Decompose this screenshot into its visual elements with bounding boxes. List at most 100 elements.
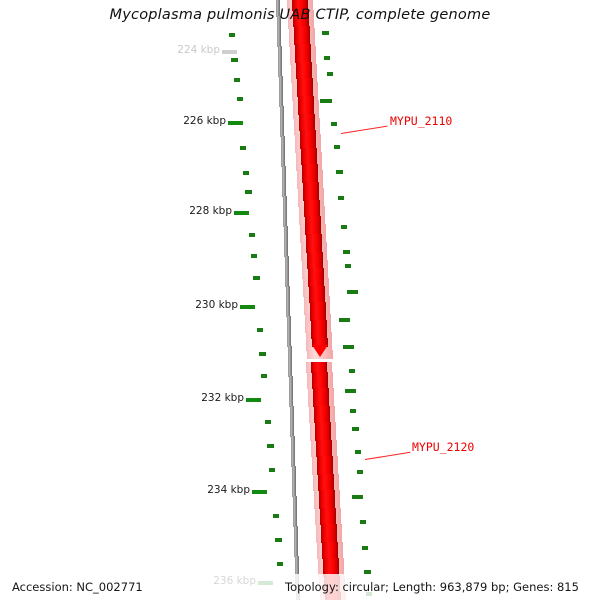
coding-segment-mypu_2120[interactable] [321,540,338,543]
coding-segment-mypu_2110[interactable] [303,200,320,203]
coding-segment-mypu_2120[interactable] [323,572,340,575]
coding-segment-mypu_2110[interactable] [309,300,326,303]
coding-segment-mypu_2120[interactable] [311,366,328,369]
coding-segment-mypu_2110[interactable] [303,206,320,209]
coding-segment-mypu_2110[interactable] [298,104,315,107]
coding-segment-mypu_2120[interactable] [316,452,333,455]
coding-segment-mypu_2110[interactable] [299,136,316,139]
coding-segment-mypu_2120[interactable] [322,552,339,555]
coding-segment-mypu_2120[interactable] [317,466,334,469]
coding-segment-mypu_2120[interactable] [312,392,329,395]
coding-segment-mypu_2110[interactable] [303,192,320,195]
coding-segment-mypu_2120[interactable] [314,428,331,431]
coding-segment-mypu_2110[interactable] [302,188,319,191]
coding-segment-mypu_2110[interactable] [300,154,317,157]
coding-segment-mypu_2120[interactable] [311,376,328,379]
coding-segment-mypu_2110[interactable] [298,106,315,109]
feature-tick[interactable] [267,444,274,448]
coding-segment-mypu_2110[interactable] [294,48,311,51]
coding-segment-mypu_2110[interactable] [295,62,312,65]
coding-segment-mypu_2120[interactable] [315,446,332,449]
coding-segment-mypu_2110[interactable] [299,126,316,129]
coding-segment-mypu_2120[interactable] [321,544,338,547]
coding-segment-mypu_2120[interactable] [319,510,336,513]
coding-segment-mypu_2110[interactable] [307,266,324,269]
feature-tick[interactable] [347,290,358,294]
coding-segment-mypu_2110[interactable] [293,28,310,31]
feature-tick[interactable] [357,470,363,474]
coding-segment-mypu_2120[interactable] [322,550,339,553]
coding-segment-mypu_2110[interactable] [301,170,318,173]
coding-segment-mypu_2120[interactable] [321,548,338,551]
coding-segment-mypu_2110[interactable] [299,128,316,131]
coding-segment-mypu_2110[interactable] [306,244,323,247]
coding-segment-mypu_2120[interactable] [313,406,330,409]
coding-segment-mypu_2120[interactable] [316,462,333,465]
coding-segment-mypu_2110[interactable] [296,84,313,87]
coding-segment-mypu_2120[interactable] [321,538,338,541]
coding-segment-mypu_2110[interactable] [296,82,313,85]
coding-segment-mypu_2120[interactable] [321,534,338,537]
coding-segment-mypu_2120[interactable] [318,496,335,499]
coding-segment-mypu_2110[interactable] [308,278,325,281]
coding-segment-mypu_2110[interactable] [302,176,319,179]
coding-segment-mypu_2110[interactable] [308,280,325,283]
coding-segment-mypu_2120[interactable] [320,524,337,527]
coding-segment-mypu_2110[interactable] [296,72,313,75]
coding-segment-mypu_2110[interactable] [296,80,313,83]
coding-segment-mypu_2120[interactable] [315,436,332,439]
feature-tick[interactable] [343,250,350,254]
coding-segment-mypu_2110[interactable] [310,320,327,323]
coding-segment-mypu_2110[interactable] [305,228,322,231]
coding-segment-mypu_2110[interactable] [306,254,323,257]
feature-tick[interactable] [349,369,355,373]
coding-segment-mypu_2120[interactable] [315,442,332,445]
coding-segment-mypu_2120[interactable] [311,370,328,373]
coding-segment-mypu_2110[interactable] [311,340,328,343]
feature-tick[interactable] [352,427,359,431]
coding-segment-mypu_2120[interactable] [318,482,335,485]
feature-tick[interactable] [345,264,351,268]
coding-segment-mypu_2110[interactable] [309,296,326,299]
feature-tick[interactable] [362,546,368,550]
coding-segment-mypu_2120[interactable] [319,498,335,501]
coding-segment-mypu_2120[interactable] [317,472,334,475]
coding-segment-mypu_2110[interactable] [300,146,317,149]
coding-segment-mypu_2120[interactable] [320,516,337,519]
coding-segment-mypu_2120[interactable] [315,430,331,433]
coding-segment-mypu_2110[interactable] [300,148,317,151]
coding-segment-mypu_2110[interactable] [303,190,319,193]
coding-segment-mypu_2120[interactable] [312,380,329,383]
coding-segment-mypu_2110[interactable] [302,174,319,177]
coding-segment-mypu_2110[interactable] [311,330,328,333]
coding-segment-mypu_2120[interactable] [315,434,332,437]
coding-segment-mypu_2110[interactable] [308,276,324,279]
coding-segment-mypu_2120[interactable] [317,474,334,477]
coding-segment-mypu_2120[interactable] [314,426,331,429]
coding-segment-mypu_2110[interactable] [311,338,328,341]
coding-segment-mypu_2110[interactable] [307,268,324,271]
coding-segment-mypu_2110[interactable] [295,60,312,63]
coding-segment-mypu_2110[interactable] [301,158,318,161]
coding-segment-mypu_2110[interactable] [297,90,314,93]
coding-segment-mypu_2120[interactable] [322,554,339,557]
coding-segment-mypu_2120[interactable] [320,530,337,533]
coding-segment-mypu_2110[interactable] [306,246,323,249]
coding-segment-mypu_2110[interactable] [301,160,318,163]
gene-label-mypu_2120[interactable]: MYPU_2120 [412,440,475,454]
coding-segment-mypu_2110[interactable] [294,38,311,41]
coding-segment-mypu_2110[interactable] [308,286,325,289]
coding-segment-mypu_2120[interactable] [316,448,333,451]
coding-segment-mypu_2120[interactable] [311,364,328,367]
coding-segment-mypu_2110[interactable] [292,8,309,11]
coding-segment-mypu_2120[interactable] [315,444,332,447]
coding-segment-mypu_2110[interactable] [292,14,309,17]
coding-segment-mypu_2110[interactable] [309,310,326,313]
feature-tick[interactable] [257,328,263,332]
feature-tick[interactable] [364,570,371,574]
coding-segment-mypu_2120[interactable] [320,520,337,523]
feature-tick[interactable] [331,122,337,126]
coding-segment-mypu_2110[interactable] [293,30,310,33]
feature-tick[interactable] [343,345,354,349]
coding-segment-mypu_2110[interactable] [309,306,326,309]
